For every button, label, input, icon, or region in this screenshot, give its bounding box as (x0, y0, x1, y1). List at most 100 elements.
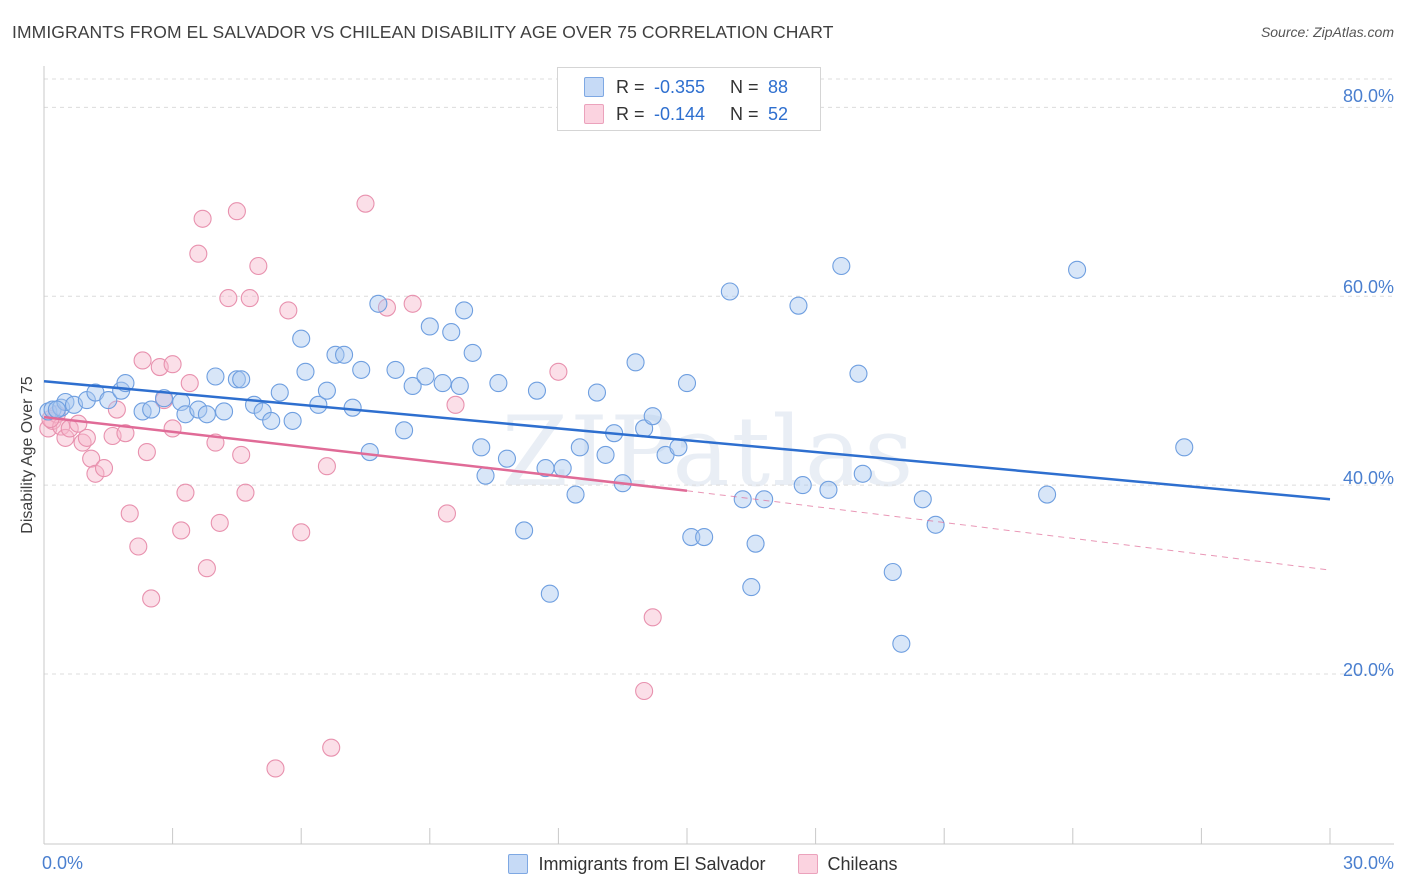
point-chileans (643, 608, 662, 627)
point-el-salvador (227, 370, 246, 389)
legend-n-value: 52 (768, 103, 789, 124)
legend-r-label: R = (616, 103, 645, 124)
series-name-el-salvador: Immigrants from El Salvador (538, 853, 766, 874)
point-el-salvador (197, 405, 216, 424)
series-legend: Immigrants from El Salvador Chileans (0, 852, 1406, 876)
point-el-salvador (214, 402, 234, 421)
point-el-salvador (416, 367, 435, 386)
point-el-salvador (360, 443, 379, 462)
point-el-salvador (154, 389, 174, 408)
point-el-salvador (553, 459, 572, 478)
point-chileans (549, 362, 568, 381)
point-chileans (232, 445, 251, 464)
chart-source: Source: ZipAtlas.com (1260, 24, 1394, 40)
point-chileans (56, 428, 75, 447)
point-el-salvador (442, 323, 461, 342)
point-el-salvador (789, 296, 808, 315)
watermark: ZIPatlas (501, 396, 915, 508)
point-chileans (189, 244, 208, 263)
point-el-salvador (450, 376, 469, 395)
point-chileans (197, 559, 216, 578)
point-el-salvador (343, 398, 362, 417)
legend-row-el-salvador: R = -0.355 N = 88 (584, 76, 788, 98)
point-el-salvador (793, 476, 812, 495)
point-chileans (227, 202, 246, 221)
point-el-salvador (527, 381, 547, 400)
point-el-salvador (352, 360, 371, 379)
point-el-salvador (497, 449, 517, 468)
point-el-salvador (463, 343, 482, 362)
point-chileans (377, 298, 396, 317)
legend-swatch-blue (584, 77, 604, 97)
legend-n-label: N = (730, 103, 759, 124)
point-el-salvador (742, 578, 761, 597)
point-el-salvador (669, 438, 688, 457)
point-el-salvador (455, 301, 474, 320)
point-chileans (292, 523, 311, 542)
point-el-salvador (99, 391, 118, 410)
point-chileans (133, 351, 152, 370)
point-el-salvador (283, 411, 302, 430)
legend-r-value: -0.144 (654, 103, 706, 124)
y-tick-label-60: 60.0% (1342, 277, 1394, 297)
point-chileans (279, 301, 298, 320)
point-el-salvador (433, 374, 452, 393)
point-el-salvador (596, 445, 615, 464)
point-chileans (446, 395, 465, 414)
point-el-salvador (515, 521, 534, 540)
point-chileans (180, 374, 199, 393)
point-el-salvador (682, 528, 701, 547)
point-el-salvador (395, 421, 414, 440)
point-chileans (219, 289, 238, 308)
point-el-salvador (832, 256, 851, 276)
series-legend-el-salvador: Immigrants from El Salvador (508, 853, 766, 875)
point-chileans (240, 289, 259, 308)
series-swatch-pink (797, 854, 818, 874)
point-el-salvador (913, 490, 932, 509)
point-chileans (77, 428, 96, 447)
point-el-salvador (403, 376, 422, 395)
point-el-salvador (335, 345, 354, 364)
legend-r-value: -0.355 (654, 76, 706, 97)
legend-swatch-pink (584, 104, 604, 124)
point-el-salvador (883, 562, 902, 582)
correlation-legend: R = -0.355 N = 88 R = -0.144 N = 52 (557, 67, 821, 131)
point-el-salvador (849, 364, 868, 383)
series-name-chileans: Chileans (827, 853, 898, 874)
legend-n-value: 88 (768, 76, 789, 97)
point-chileans (142, 589, 161, 608)
point-chileans (210, 513, 229, 532)
trendline-chileans (43, 415, 688, 493)
point-chileans (236, 483, 255, 502)
point-el-salvador (626, 353, 645, 372)
point-el-salvador (733, 490, 752, 509)
point-el-salvador (587, 383, 607, 402)
point-chileans (163, 355, 182, 374)
point-chileans (403, 294, 422, 313)
point-el-salvador (292, 329, 311, 348)
point-el-salvador (853, 464, 872, 483)
point-el-salvador (142, 400, 161, 419)
legend-n-label: N = (730, 76, 759, 97)
point-el-salvador (206, 367, 225, 386)
point-chileans (266, 759, 285, 778)
legend-row-chileans: R = -0.144 N = 52 (584, 103, 788, 125)
point-chileans (193, 209, 212, 228)
point-el-salvador (472, 438, 491, 457)
legend-r-label: R = (616, 76, 645, 97)
y-tick-label-80: 80.0% (1342, 86, 1394, 106)
point-el-salvador (270, 383, 289, 402)
point-chileans (635, 681, 654, 701)
point-el-salvador (1175, 438, 1194, 457)
point-chileans (176, 483, 195, 502)
y-tick-label-40: 40.0% (1342, 468, 1394, 488)
x-tick-label-max: 30.0% (1342, 853, 1394, 873)
point-el-salvador (189, 400, 208, 419)
point-chileans (163, 419, 182, 438)
point-el-salvador (643, 407, 662, 426)
point-el-salvador (720, 282, 739, 301)
point-el-salvador (892, 634, 911, 653)
trendline-chileans-extension (686, 490, 1331, 571)
series-swatch-blue (508, 854, 529, 874)
